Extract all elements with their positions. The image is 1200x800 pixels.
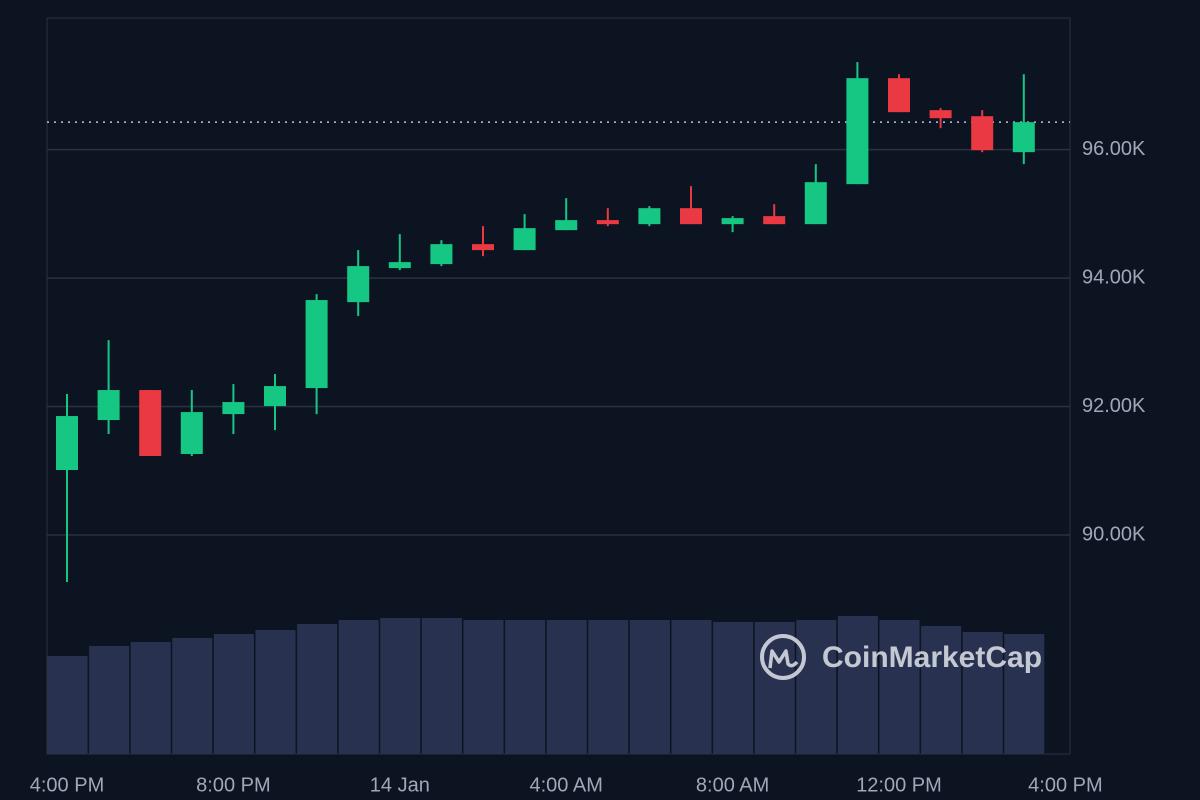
x-tick-label: 14 Jan [370, 774, 430, 796]
y-tick-label: 92.00K [1082, 395, 1146, 417]
volume-layer [47, 616, 1045, 754]
volume-bar [89, 646, 130, 754]
volume-bar [172, 638, 213, 754]
volume-bar [588, 620, 629, 754]
candle-body [888, 78, 910, 113]
candle-body [680, 208, 702, 225]
candle-body [139, 390, 162, 457]
volume-bar [962, 632, 1003, 754]
candle-body [721, 218, 744, 225]
volume-bar [380, 618, 421, 754]
volume-bar [921, 626, 962, 754]
volume-bar [505, 620, 546, 754]
logo-mark [768, 649, 799, 669]
candle-body [56, 416, 78, 471]
candle-body [97, 390, 120, 421]
y-tick-label: 90.00K [1082, 523, 1146, 545]
candle-body [971, 116, 994, 151]
y-tick-label: 96.00K [1082, 138, 1146, 160]
candle-body [846, 78, 869, 185]
candle-body [1012, 122, 1035, 153]
volume-bar [796, 620, 837, 754]
volume-bar [546, 620, 587, 754]
y-tick-label: 94.00K [1082, 266, 1146, 288]
candle-body [513, 228, 536, 251]
watermark: CoinMarketCap [760, 634, 1042, 680]
volume-bar [629, 620, 670, 754]
candle-body [596, 220, 619, 225]
volume-bar [837, 616, 878, 754]
volume-bar [879, 620, 920, 754]
volume-bar [421, 618, 462, 754]
volume-bar [754, 622, 795, 754]
volume-bar [213, 634, 254, 754]
candle-body [264, 386, 286, 407]
candle-body [555, 220, 578, 231]
x-tick-label: 12:00 PM [856, 774, 942, 796]
volume-bar [297, 624, 338, 754]
candle-body [347, 266, 370, 303]
volume-bar [255, 630, 296, 754]
volume-bar [713, 622, 754, 754]
x-tick-label: 4:00 PM [30, 774, 104, 796]
logo-ring [760, 634, 806, 680]
candle-body [305, 300, 328, 389]
candle-body [804, 182, 827, 225]
x-tick-label: 4:00 PM [1028, 774, 1102, 796]
candle-body [388, 262, 411, 269]
candle-body [472, 244, 494, 251]
volume-bar [671, 620, 712, 754]
candle-body [638, 208, 661, 225]
grid-layer [47, 121, 1070, 536]
volume-bar [130, 642, 171, 754]
watermark-text: CoinMarketCap [822, 641, 1042, 674]
volume-bar [1004, 634, 1045, 754]
x-tick-label: 8:00 PM [196, 774, 270, 796]
candle-layer [56, 62, 1035, 583]
candle-body [763, 216, 786, 225]
x-tick-label: 4:00 AM [530, 774, 603, 796]
candle-body [180, 412, 203, 455]
candle-body [430, 244, 453, 265]
volume-bar [463, 620, 504, 754]
volume-bar [338, 620, 379, 754]
candle-body [929, 110, 952, 119]
candle-body [222, 402, 245, 415]
x-tick-label: 8:00 AM [696, 774, 769, 796]
volume-bar [47, 656, 88, 754]
